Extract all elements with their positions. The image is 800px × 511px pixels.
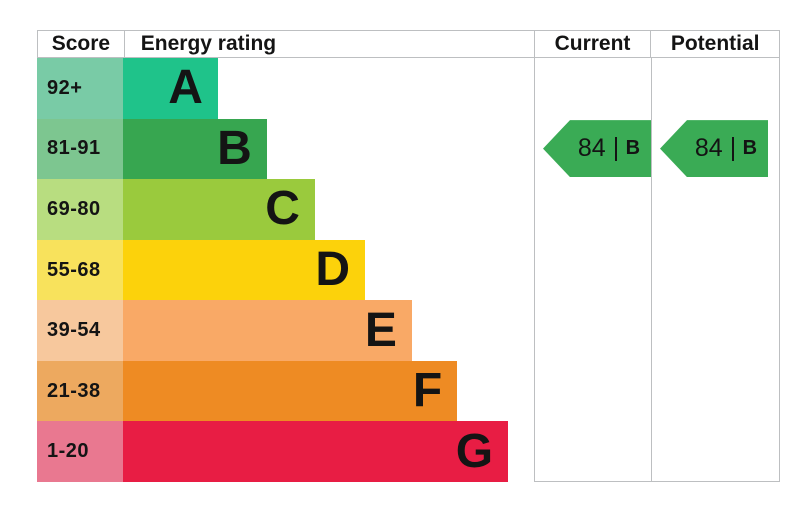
table-header-row: Score Energy rating Current Potential [37, 30, 780, 58]
potential-column-header: Potential [650, 31, 779, 57]
band-bar-c: C [123, 179, 315, 240]
band-row-a: 92+ A [37, 58, 534, 119]
band-letter-d: D [315, 243, 351, 297]
score-range-b: 81-91 [37, 118, 123, 180]
table-body: 92+ A 81-91 B 69-8 [37, 58, 780, 483]
band-letter-a: A [168, 61, 203, 115]
band-bar-d: D [123, 239, 366, 301]
bar-area-e: E [123, 300, 534, 361]
score-range-e: 39-54 [37, 300, 123, 361]
band-bar-b: B [123, 118, 267, 180]
current-rating-arrow: 84 B [543, 120, 651, 178]
band-bar-a: A [123, 58, 218, 119]
bar-area-g: G [123, 421, 534, 483]
bar-area-c: C [123, 179, 534, 240]
energy-rating-column-header: Energy rating [123, 31, 534, 57]
score-range-c: 69-80 [37, 179, 123, 240]
arrow-separator [614, 136, 617, 161]
band-row-f: 21-38 F [37, 360, 534, 422]
bar-area-a: A [123, 58, 534, 119]
potential-rating-arrow: 84 B [660, 120, 768, 178]
band-bar-g: G [123, 421, 509, 483]
band-row-b: 81-91 B [37, 118, 534, 180]
band-bar-f: F [123, 360, 458, 422]
potential-column: 84 B [651, 58, 780, 482]
score-range-g: 1-20 [37, 421, 123, 483]
bar-area-f: F [123, 360, 534, 422]
band-letter-c: C [265, 182, 300, 236]
band-bar-e: E [123, 300, 412, 361]
current-score-value: 84 [577, 134, 606, 163]
score-column-header: Score [51, 32, 111, 55]
band-row-e: 39-54 E [37, 300, 534, 361]
score-range-a: 92+ [37, 58, 123, 119]
bar-area-b: B [123, 118, 534, 180]
band-letter-b: B [217, 121, 252, 175]
current-column-header: Current [533, 31, 651, 57]
bar-area-d: D [123, 239, 534, 301]
arrow-separator [731, 136, 734, 161]
band-row-c: 69-80 C [37, 179, 534, 240]
current-rating-letter: B [625, 137, 641, 160]
score-range-d: 55-68 [37, 239, 123, 301]
score-range-f: 21-38 [37, 360, 123, 422]
band-row-g: 1-20 G [37, 421, 534, 483]
energy-rating-bands: 92+ A 81-91 B 69-8 [37, 58, 534, 483]
current-column: 84 B [534, 58, 651, 482]
potential-rating-letter: B [742, 137, 758, 160]
band-row-d: 55-68 D [37, 239, 534, 301]
epc-table: Score Energy rating Current Potential 92… [37, 30, 780, 483]
potential-score-value: 84 [694, 134, 723, 163]
band-letter-e: E [364, 303, 397, 357]
band-letter-f: F [412, 364, 443, 418]
band-letter-g: G [455, 424, 494, 478]
